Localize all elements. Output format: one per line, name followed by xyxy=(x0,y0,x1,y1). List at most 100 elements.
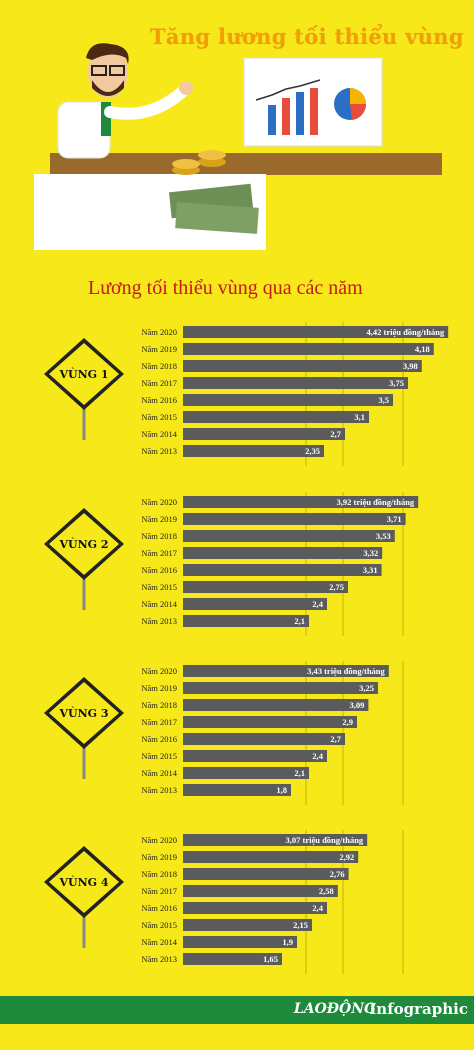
bar xyxy=(183,530,395,542)
value-label: 2,1 xyxy=(294,768,305,778)
bar xyxy=(183,360,422,372)
category-label: Năm 2014 xyxy=(141,599,177,609)
category-label: Năm 2019 xyxy=(141,344,177,354)
value-label: 3,31 xyxy=(363,565,378,575)
category-label: Năm 2013 xyxy=(141,785,177,795)
man-illustration xyxy=(57,43,193,159)
sign-label: VÙNG 2 xyxy=(58,537,108,551)
category-label: Năm 2017 xyxy=(141,886,177,896)
category-label: Năm 2020 xyxy=(141,497,177,507)
bar xyxy=(183,885,338,897)
bar-chart-svg: Năm 2020 3,43 triệu đồng/tháng Năm 2019 3,2… xyxy=(44,661,404,805)
bar xyxy=(183,496,419,508)
category-label: Năm 2014 xyxy=(141,768,177,778)
page-subtitle: Lương tối thiểu vùng qua các năm xyxy=(88,277,363,299)
category-label: Năm 2019 xyxy=(141,514,177,524)
bar xyxy=(183,682,378,694)
value-label: 2,15 xyxy=(293,920,308,930)
value-label: 3,53 xyxy=(376,531,391,541)
bar xyxy=(183,343,434,355)
value-label: 4,18 xyxy=(415,344,430,354)
bar xyxy=(183,936,297,948)
bar-chart-svg: Năm 2020 3,07 triệu đồng/tháng Năm 2019 2,9… xyxy=(44,830,404,974)
value-label: 2,7 xyxy=(330,429,341,439)
bar xyxy=(183,377,408,389)
bar xyxy=(183,394,393,406)
bar xyxy=(183,733,345,745)
value-label: 2,4 xyxy=(312,599,323,609)
category-label: Năm 2016 xyxy=(141,903,177,913)
category-label: Năm 2019 xyxy=(141,683,177,693)
value-label: 3,32 xyxy=(363,548,378,558)
sign-face xyxy=(49,682,119,744)
bar xyxy=(183,868,349,880)
chart-vung-1: Năm 2020 4,42 triệu đồng/tháng Năm 2019 4,1… xyxy=(0,318,474,473)
bar-chart-svg: Năm 2020 4,42 triệu đồng/tháng Năm 2019 4,1… xyxy=(44,322,449,466)
value-label: 2,75 xyxy=(329,582,344,592)
bar xyxy=(183,665,389,677)
road-sign-icon: VÙNG 1 xyxy=(44,338,124,440)
value-label: 3,09 xyxy=(350,700,365,710)
value-label: 2,4 xyxy=(312,751,323,761)
board-bar-icon xyxy=(255,79,321,135)
value-label: 4,42 triệu đồng/tháng xyxy=(366,327,444,337)
page-title: Tăng lương tối thiểu vùng xyxy=(150,24,464,49)
category-label: Năm 2014 xyxy=(141,937,177,947)
footer-bar: LAOĐỘNG Infographic xyxy=(0,996,474,1024)
value-label: 3,25 xyxy=(359,683,374,693)
bar xyxy=(183,445,324,457)
category-label: Năm 2013 xyxy=(141,954,177,964)
bar xyxy=(183,834,368,846)
sign-label: VÙNG 4 xyxy=(58,875,108,889)
hero-illustration xyxy=(0,0,474,260)
bar xyxy=(183,851,359,863)
sign-face xyxy=(49,513,119,575)
category-label: Năm 2015 xyxy=(141,412,177,422)
bar xyxy=(183,581,348,593)
desk xyxy=(50,153,442,175)
value-label: 2,58 xyxy=(319,886,334,896)
value-label: 1,65 xyxy=(263,954,278,964)
value-label: 1,9 xyxy=(282,937,293,947)
sign-face xyxy=(49,851,119,913)
category-label: Năm 2020 xyxy=(141,327,177,337)
category-label: Năm 2015 xyxy=(141,751,177,761)
category-label: Năm 2018 xyxy=(141,361,177,371)
bar xyxy=(183,411,369,423)
value-label: 3,1 xyxy=(354,412,365,422)
sign-label: VÙNG 1 xyxy=(58,367,108,381)
bar xyxy=(183,767,309,779)
category-label: Năm 2017 xyxy=(141,717,177,727)
bar xyxy=(183,513,406,525)
chart-vung-2: Năm 2020 3,92 triệu đồng/tháng Năm 2019 3,7… xyxy=(0,488,474,643)
bar-chart-svg: Năm 2020 3,92 triệu đồng/tháng Năm 2019 3,7… xyxy=(44,492,419,636)
category-label: Năm 2020 xyxy=(141,666,177,676)
bar xyxy=(183,953,282,965)
value-label: 3,43 triệu đồng/tháng xyxy=(307,666,385,676)
value-label: 2,76 xyxy=(330,869,345,879)
value-label: 3,07 triệu đồng/tháng xyxy=(285,835,363,845)
footer-infographic-label: Infographic xyxy=(369,1000,468,1018)
bar xyxy=(183,919,312,931)
sign-face xyxy=(49,343,119,405)
category-label: Năm 2013 xyxy=(141,616,177,626)
sign-label: VÙNG 3 xyxy=(58,706,108,720)
pie-icon xyxy=(334,88,367,120)
value-label: 2,92 xyxy=(339,852,354,862)
footer-brand-logo: LAOĐỘNG xyxy=(293,1001,376,1017)
money-stack-icon xyxy=(168,150,259,234)
bar xyxy=(183,902,327,914)
category-label: Năm 2018 xyxy=(141,700,177,710)
category-label: Năm 2015 xyxy=(141,920,177,930)
bar xyxy=(183,699,369,711)
chart-vung-3: Năm 2020 3,43 triệu đồng/tháng Năm 2019 3,2… xyxy=(0,657,474,812)
value-label: 2,9 xyxy=(342,717,353,727)
category-label: Năm 2017 xyxy=(141,378,177,388)
value-label: 2,4 xyxy=(312,903,323,913)
road-sign-icon: VÙNG 2 xyxy=(44,508,124,610)
category-label: Năm 2013 xyxy=(141,446,177,456)
category-label: Năm 2015 xyxy=(141,582,177,592)
road-sign-icon: VÙNG 4 xyxy=(44,846,124,948)
value-label: 3,92 triệu đồng/tháng xyxy=(336,497,414,507)
category-label: Năm 2018 xyxy=(141,869,177,879)
